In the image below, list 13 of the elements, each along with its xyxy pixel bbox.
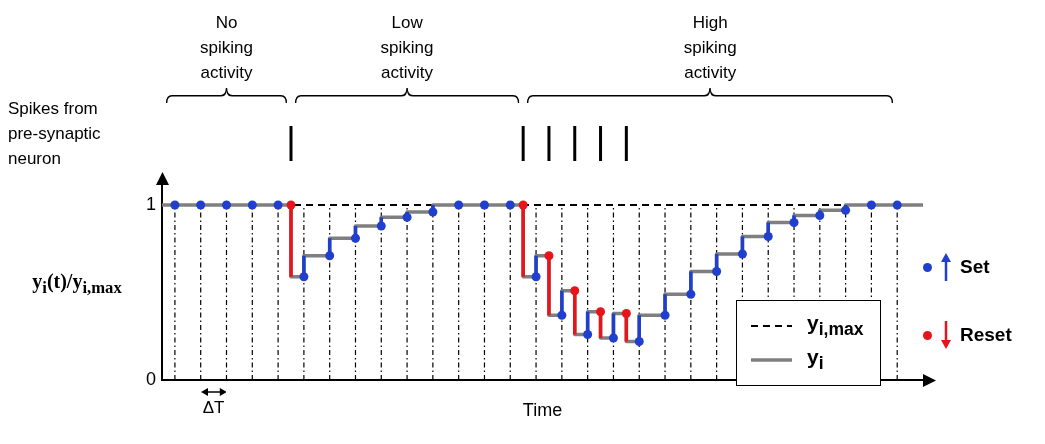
text: Low spiking activity (379, 12, 435, 84)
legend-label: y$_{i,max}$ (807, 311, 864, 341)
text: No spiking activity (199, 12, 254, 84)
y-tick-label: 0 (146, 368, 157, 389)
x-axis-title: Time (522, 400, 563, 421)
y-axis-title: y$_{i}$(t)/y$_{i,max}$ (31, 270, 123, 298)
text: ΔT (201, 398, 226, 418)
legend-label: y$_{i}$ (807, 345, 824, 375)
text: Spikes from pre-synaptic neuron (8, 99, 102, 168)
y-tick-label: 1 (146, 193, 157, 214)
text: High spiking activity (682, 12, 738, 84)
legend-label: Reset (960, 324, 1012, 346)
legend-label: Set (960, 256, 990, 278)
